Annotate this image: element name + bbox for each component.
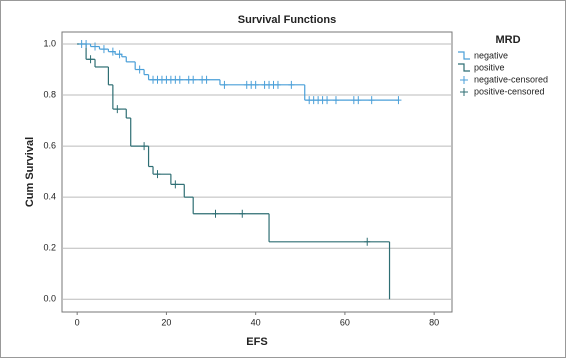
censor-mark [141,142,148,151]
censor-mark [355,96,362,105]
censor-mark [87,55,94,64]
censor-mark [176,75,183,84]
y-tick-label: 0.8 [43,89,56,99]
censor-mark [154,170,161,179]
y-tick-label: 0.2 [43,243,56,253]
censor-mark [364,237,371,246]
chart-title: Survival Functions [238,14,336,26]
censor-mark [288,80,295,89]
censor-mark [274,80,281,89]
censor-mark [190,75,197,84]
x-tick-label: 80 [429,317,439,327]
censor-mark [239,209,246,218]
censor-mark [83,39,90,48]
censor-mark [221,80,228,89]
censor-mark [100,45,107,54]
y-tick-label: 1.0 [43,38,56,48]
legend-symbol [458,51,470,60]
y-tick-label: 0.6 [43,140,56,150]
legend-label: positive-censored [474,86,545,96]
censor-mark [395,96,402,105]
x-tick-label: 0 [75,317,80,327]
legend-symbol [458,63,470,72]
y-tick-label: 0.4 [43,192,56,202]
censor-mark [114,105,121,114]
x-tick-label: 40 [251,317,261,327]
censor-mark [252,80,259,89]
censor-mark [324,96,331,105]
censor-mark [136,65,143,74]
censor-mark [332,96,339,105]
censor-mark [92,42,99,51]
censor-mark [203,75,210,84]
legend-title: MRD [495,34,520,46]
y-axis-label: Cum Survival [24,137,36,207]
x-tick-label: 60 [340,317,350,327]
censor-mark [109,47,116,56]
legend-label: positive [474,62,505,72]
censor-mark [368,96,375,105]
legend-symbol [460,88,468,96]
plot-frame [61,31,453,313]
legend-label: negative-censored [474,74,548,84]
censor-mark [212,209,219,218]
legend-label: negative [474,50,508,60]
legend-symbol [460,76,468,84]
y-tick-label: 0.0 [43,294,56,304]
censor-mark [172,180,179,189]
x-tick-label: 20 [161,317,171,327]
censor-mark [116,50,123,59]
x-axis-label: EFS [246,336,267,348]
